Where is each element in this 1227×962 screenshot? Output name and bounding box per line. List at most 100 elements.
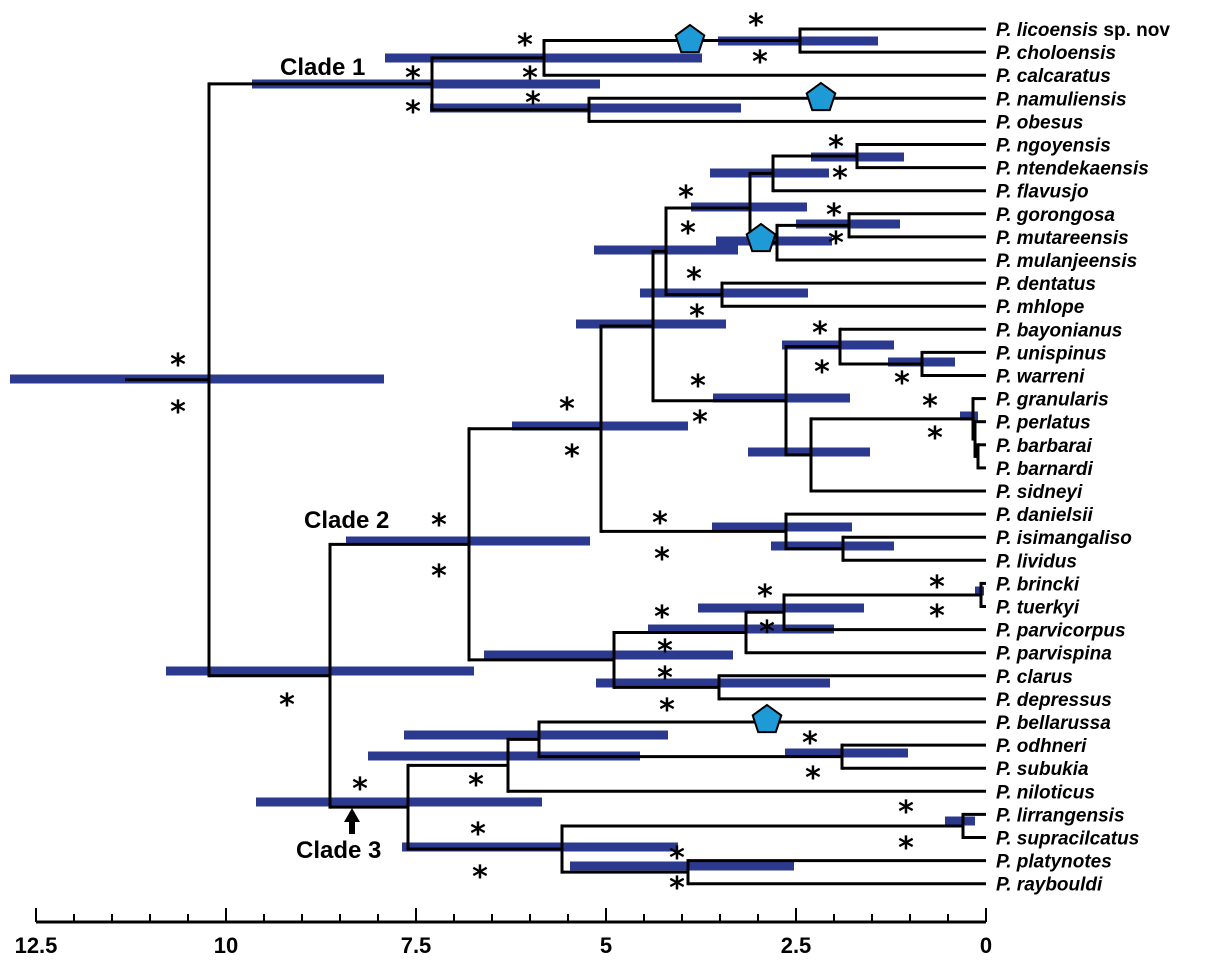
hpd-bar: [256, 797, 542, 807]
hpd-bar: [640, 288, 808, 298]
taxon-label: P. mhlope: [996, 297, 1085, 318]
taxon-epithet: licoensis: [1012, 20, 1099, 41]
support-star: *: [680, 216, 696, 251]
taxon-label: P. ngoyensis: [996, 136, 1111, 157]
support-star: *: [922, 389, 938, 424]
support-star: *: [468, 768, 484, 803]
taxon-genus: P.: [996, 551, 1012, 572]
taxon-genus: P.: [996, 297, 1012, 318]
taxon-epithet: tuerkyi: [1012, 598, 1080, 619]
taxon-genus: P.: [996, 598, 1012, 619]
hpd-bar: [945, 816, 975, 826]
support-star: *: [686, 262, 702, 297]
support-star: *: [812, 316, 828, 351]
hpd-bar: [771, 541, 894, 551]
axis-tick-label: 7.5: [401, 933, 432, 958]
support-star: *: [405, 61, 421, 96]
support-star: *: [657, 661, 673, 696]
taxon-epithet: gorongosa: [1012, 205, 1116, 226]
hpd-bar: [648, 624, 834, 634]
taxon-label: P. parvicorpus: [996, 621, 1126, 642]
taxon-label: P. flavusjo: [996, 182, 1089, 203]
taxon-epithet: dentatus: [1012, 274, 1096, 295]
support-star: *: [559, 392, 575, 427]
hpd-bar: [576, 319, 726, 329]
support-star: *: [352, 772, 368, 807]
support-star: *: [894, 366, 910, 401]
taxon-genus: P.: [996, 528, 1012, 549]
taxon-genus: P.: [996, 852, 1012, 873]
support-star: *: [832, 161, 848, 196]
taxon-genus: P.: [996, 205, 1012, 226]
support-star: *: [405, 95, 421, 130]
taxon-label: P. bayonianus: [996, 320, 1122, 341]
support-star: *: [692, 405, 708, 440]
taxon-epithet: unispinus: [1012, 343, 1107, 364]
taxon-label: P. subukia: [996, 759, 1089, 780]
support-star: *: [927, 421, 943, 456]
support-star: *: [279, 688, 295, 723]
support-star: *: [654, 600, 670, 635]
hpd-bar: [570, 861, 794, 871]
taxon-epithet: brincki: [1012, 574, 1080, 595]
support-star: *: [802, 726, 818, 761]
support-star: *: [564, 439, 580, 474]
clade-labels: Clade 1 Clade 2 Clade 3: [280, 54, 389, 864]
taxon-genus: P.: [996, 782, 1012, 803]
hpd-bar: [404, 730, 668, 740]
support-star: *: [748, 8, 764, 43]
taxon-genus: P.: [996, 20, 1012, 41]
pentagon-icon: [805, 81, 837, 112]
hpd-bar: [712, 522, 852, 532]
support-star: *: [470, 817, 486, 852]
taxon-label: P. obesus: [996, 112, 1083, 133]
taxon-label: P. calcaratus: [996, 66, 1111, 87]
support-star: *: [654, 542, 670, 577]
hpd-bar: [596, 678, 830, 688]
taxon-genus: P.: [996, 367, 1012, 388]
taxon-genus: P.: [996, 713, 1012, 734]
support-star: *: [517, 28, 533, 63]
taxon-genus: P.: [996, 759, 1012, 780]
taxon-label: P. clarus: [996, 667, 1073, 688]
support-star: *: [828, 226, 844, 261]
taxon-label: P. gorongosa: [996, 205, 1115, 226]
support-star: *: [690, 369, 706, 404]
taxon-genus: P.: [996, 390, 1012, 411]
taxon-epithet: depressus: [1012, 690, 1112, 711]
support-star: *: [826, 198, 842, 233]
taxon-genus: P.: [996, 505, 1012, 526]
clade-3-arrow-icon: [344, 808, 360, 834]
taxon-genus: P.: [996, 805, 1012, 826]
taxon-label: P. lividus: [996, 551, 1077, 572]
taxon-epithet: lividus: [1012, 551, 1077, 572]
taxon-genus: P.: [996, 66, 1012, 87]
taxon-genus: P.: [996, 274, 1012, 295]
taxon-genus: P.: [996, 459, 1012, 480]
taxon-genus: P.: [996, 159, 1012, 180]
taxon-epithet: niloticus: [1012, 782, 1095, 803]
support-star: *: [752, 45, 768, 80]
taxon-epithet: barbarai: [1012, 436, 1093, 457]
taxon-label: P. danielsii: [996, 505, 1094, 526]
support-star: *: [525, 86, 541, 121]
taxon-label: P. lirrangensis: [996, 805, 1125, 826]
taxon-epithet: obesus: [1012, 112, 1084, 133]
taxon-genus: P.: [996, 690, 1012, 711]
taxon-epithet: mhlope: [1012, 297, 1085, 318]
support-star: *: [898, 831, 914, 866]
taxon-genus: P.: [996, 136, 1012, 157]
taxon-epithet: lirrangensis: [1012, 805, 1125, 826]
taxon-label: P. licoensis sp. nov: [996, 20, 1170, 41]
hpd-bar: [402, 842, 678, 852]
hpd-bar: [484, 650, 733, 660]
taxon-genus: P.: [996, 829, 1012, 850]
taxon-label: P. warreni: [996, 367, 1085, 388]
support-star: *: [814, 355, 830, 390]
support-star: *: [759, 615, 775, 650]
taxon-label: P. mutareensis: [996, 228, 1129, 249]
support-star: *: [170, 395, 186, 430]
support-star: *: [929, 570, 945, 605]
taxon-label: P. mulanjeensis: [996, 251, 1137, 272]
